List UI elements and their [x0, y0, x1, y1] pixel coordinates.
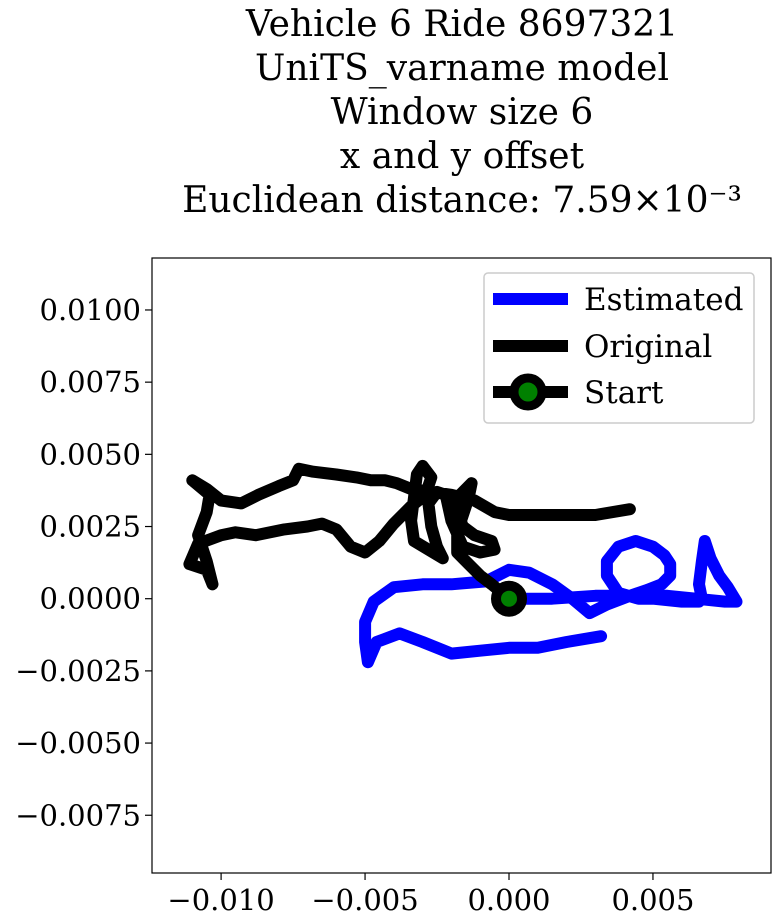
y-tick-label: 0.0000 [40, 582, 141, 616]
legend: Estimated Original Start [483, 272, 755, 424]
legend-original-label: Original [584, 329, 712, 365]
x-tick-label: −0.010 [167, 883, 274, 917]
series-line-original [183, 459, 636, 605]
start-marker [491, 580, 528, 617]
plot-frame [151, 257, 772, 874]
legend-estimated-label: Estimated [584, 282, 743, 318]
title-line-2: UniTS_varname model [255, 48, 669, 89]
title-line-4: x and y offset [340, 136, 585, 177]
y-tick-label: −0.0050 [15, 726, 141, 760]
x-tick-label: 0.000 [467, 883, 550, 917]
legend-start-label: Start [584, 375, 664, 411]
legend-start-marker [509, 373, 547, 411]
y-tick-label: 0.0100 [40, 293, 141, 327]
y-tick-label: 0.0025 [40, 510, 141, 544]
y-tick-label: −0.0025 [15, 654, 141, 688]
y-tick-label: −0.0075 [15, 798, 141, 832]
series-line-estimated [359, 535, 743, 669]
y-tick-label: 0.0075 [40, 365, 141, 399]
title-line-3: Window size 6 [331, 92, 594, 133]
legend-frame [483, 272, 755, 424]
x-tick-label: 0.005 [611, 883, 694, 917]
chart-title: Vehicle 6 Ride 8697321 UniTS_varname mod… [182, 4, 742, 221]
axes: −0.010 −0.005 0.000 0.005 0.0100 0.0075 0.0050… [15, 257, 772, 917]
y-tick-label: 0.0050 [40, 437, 141, 471]
x-tick-label: −0.005 [311, 883, 418, 917]
plot-area [183, 459, 743, 669]
title-line-1: Vehicle 6 Ride 8697321 [245, 4, 678, 45]
title-line-5: Euclidean distance: 7.59×10⁻³ [182, 180, 742, 221]
